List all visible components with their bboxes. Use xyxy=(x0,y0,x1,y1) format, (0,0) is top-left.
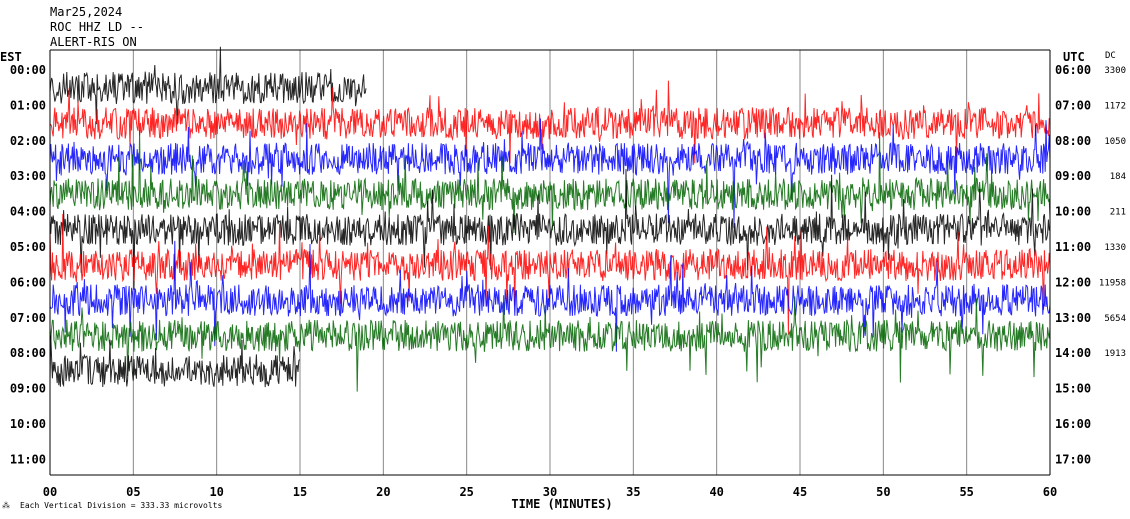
est-tick-label: 11:00 xyxy=(10,452,46,466)
est-tick-label: 03:00 xyxy=(10,169,46,183)
trace-hour-6 xyxy=(49,240,1051,352)
x-tick-labels: 00 05 10 15 20 25 30 35 40 45 50 55 60 xyxy=(43,485,1057,499)
dc-label: DC xyxy=(1105,51,1116,61)
dc-value-label: 1330 xyxy=(1104,243,1126,253)
utc-tick-label: 11:00 xyxy=(1055,240,1091,254)
chart-frame xyxy=(49,49,1051,476)
chart-title: Mar25,2024 xyxy=(50,5,122,19)
dc-value-labels: 3300 1172 1050 184 211 1330 11958 5654 1913 xyxy=(1099,66,1126,359)
est-tick-label: 04:00 xyxy=(10,205,46,219)
utc-tick-label: 09:00 xyxy=(1055,169,1091,183)
x-tick-label: 60 xyxy=(1043,485,1057,499)
dc-value-label: 184 xyxy=(1110,172,1126,182)
x-tick-label: 00 xyxy=(43,485,57,499)
x-tick-label: 25 xyxy=(459,485,473,499)
est-tick-label: 10:00 xyxy=(10,417,46,431)
x-tick-label: 50 xyxy=(876,485,890,499)
utc-tick-labels: 06:00 07:00 08:00 09:00 10:00 11:00 12:00 13:00… xyxy=(1055,63,1091,466)
trace-hour-8 xyxy=(49,335,301,388)
est-tick-label: 06:00 xyxy=(10,275,46,289)
trace-hour-5 xyxy=(49,213,1051,335)
utc-tick-label: 07:00 xyxy=(1055,98,1091,112)
dc-value-label: 11958 xyxy=(1099,278,1126,288)
utc-tick-label: 16:00 xyxy=(1055,417,1091,431)
x-tick-label: 55 xyxy=(959,485,973,499)
x-axis-label: TIME (MINUTES) xyxy=(511,497,612,511)
x-tick-label: 20 xyxy=(376,485,390,499)
utc-tick-label: 15:00 xyxy=(1055,382,1091,396)
x-tick-label: 40 xyxy=(709,485,723,499)
x-tick-label: 15 xyxy=(293,485,307,499)
filter-line: ALERT-RIS ON xyxy=(50,35,137,49)
trace-hour-1 xyxy=(49,80,1051,164)
trace-hour-2 xyxy=(49,118,1051,229)
utc-tick-label: 13:00 xyxy=(1055,311,1091,325)
left-axis-label: EST xyxy=(0,50,22,64)
utc-tick-label: 08:00 xyxy=(1055,134,1091,148)
dc-value-label: 1172 xyxy=(1104,101,1126,111)
utc-tick-label: 10:00 xyxy=(1055,205,1091,219)
dc-value-label: 211 xyxy=(1110,208,1126,218)
dc-value-label: 3300 xyxy=(1104,66,1126,76)
utc-tick-label: 14:00 xyxy=(1055,346,1091,360)
est-tick-label: 08:00 xyxy=(10,346,46,360)
est-tick-labels: 00:00 01:00 02:00 03:00 04:00 05:00 06:00 07:00… xyxy=(10,63,46,466)
utc-tick-label: 17:00 xyxy=(1055,452,1091,466)
x-tick-label: 05 xyxy=(126,485,140,499)
est-tick-label: 00:00 xyxy=(10,63,46,77)
trace-hour-0 xyxy=(49,46,367,125)
dc-value-label: 1050 xyxy=(1104,137,1126,147)
est-tick-label: 05:00 xyxy=(10,240,46,254)
trace-hour-7 xyxy=(49,295,1051,392)
trace-hour-4 xyxy=(49,169,1051,290)
footer-scale-note: Each Vertical Division = 333.33 microvol… xyxy=(20,501,222,510)
x-tick-label: 10 xyxy=(209,485,223,499)
est-tick-label: 07:00 xyxy=(10,311,46,325)
est-tick-label: 02:00 xyxy=(10,134,46,148)
est-tick-label: 09:00 xyxy=(10,382,46,396)
dc-value-label: 5654 xyxy=(1104,314,1126,324)
x-tick-label: 30 xyxy=(543,485,557,499)
right-axis-label: UTC xyxy=(1063,50,1085,64)
station-line: ROC HHZ LD -- xyxy=(50,20,144,34)
utc-tick-label: 06:00 xyxy=(1055,63,1091,77)
est-tick-label: 01:00 xyxy=(10,98,46,112)
scale-icon: ⁂ xyxy=(2,501,10,510)
x-tick-label: 35 xyxy=(626,485,640,499)
trace-hour-3 xyxy=(49,130,1051,234)
x-tick-label: 45 xyxy=(793,485,807,499)
dc-value-label: 1913 xyxy=(1104,349,1126,359)
seismic-traces xyxy=(49,46,1051,392)
utc-tick-label: 12:00 xyxy=(1055,275,1091,289)
